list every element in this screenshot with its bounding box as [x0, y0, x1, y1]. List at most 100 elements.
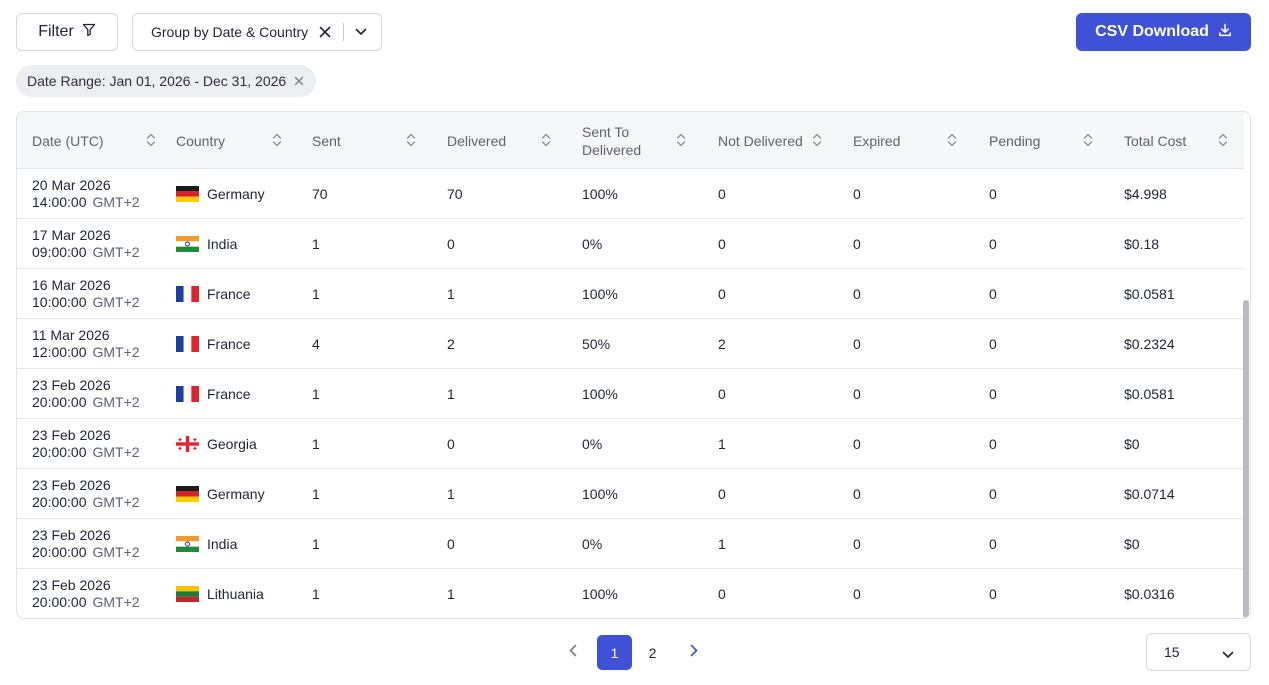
cell-not-delivered: 1 — [718, 536, 726, 552]
cell-sent-to-delivered: 100% — [582, 586, 618, 602]
cell-delivered: 0 — [447, 436, 455, 452]
cell-country: India — [176, 519, 282, 569]
sort-icon[interactable] — [676, 132, 686, 148]
time-line: 09:00:00 GMT+2 — [32, 244, 140, 261]
time-value: 20:00:00 — [32, 544, 87, 560]
filter-button-label: Filter — [38, 23, 74, 40]
cell-total-cost: $0.0316 — [1124, 586, 1175, 602]
sort-icon[interactable] — [1218, 132, 1228, 148]
cell-pending: 0 — [989, 186, 997, 202]
cell-total-cost: $0.0714 — [1124, 486, 1175, 502]
cell-pending: 0 — [989, 486, 997, 502]
time-value: 20:00:00 — [32, 444, 87, 460]
cell-sent-to-delivered: 100% — [582, 386, 618, 402]
sort-icon[interactable] — [146, 132, 156, 148]
timezone-label: GMT+2 — [92, 194, 140, 210]
date-value: 23 Feb 2026 — [32, 527, 111, 543]
cell-sent: 1 — [312, 286, 320, 302]
cell-not-delivered: 2 — [718, 336, 726, 352]
cell-not-delivered: 1 — [718, 436, 726, 452]
toolbar: Filter Group by Date & Country CSV Downl… — [16, 13, 1251, 51]
date-value: 23 Feb 2026 — [32, 377, 111, 393]
page-1-button[interactable]: 1 — [597, 635, 632, 670]
column-header-sent[interactable]: Sent — [312, 112, 416, 169]
per-page-select[interactable]: 15 — [1146, 633, 1251, 671]
column-header-total-cost[interactable]: Total Cost — [1124, 112, 1228, 169]
sort-icon[interactable] — [947, 132, 957, 148]
cell-delivered: 1 — [447, 486, 455, 502]
country-name: Germany — [207, 186, 265, 202]
column-header-country[interactable]: Country — [176, 112, 282, 169]
time-value: 10:00:00 — [32, 294, 87, 310]
cell-country: France — [176, 269, 282, 319]
time-value: 09:00:00 — [32, 244, 87, 260]
column-header-label: Not Delivered — [718, 132, 803, 149]
cell-delivered: 1 — [447, 586, 455, 602]
csv-download-label: CSV Download — [1095, 23, 1209, 40]
chevron-down-icon[interactable] — [354, 28, 368, 36]
cell-not-delivered: 0 — [718, 186, 726, 202]
page-2-button[interactable]: 2 — [648, 644, 657, 661]
column-header-sent-to-delivered[interactable]: Sent To Delivered — [582, 112, 686, 169]
cell-date: 16 Mar 2026 10:00:00 GMT+2 — [32, 269, 156, 319]
time-value: 20:00:00 — [32, 494, 87, 510]
country-name: Germany — [207, 486, 265, 502]
clear-group-icon[interactable] — [317, 26, 333, 38]
cell-expired: 0 — [853, 486, 861, 502]
date-value: 16 Mar 2026 — [32, 277, 111, 293]
cell-sent-to-delivered: 0% — [582, 536, 603, 552]
cell-date: 23 Feb 2026 20:00:00 GMT+2 — [32, 419, 156, 469]
table-row: 17 Mar 2026 09:00:00 GMT+2 India 1 0 0% 0 0 0 $0.1… — [17, 219, 1244, 269]
remove-filter-icon[interactable] — [294, 73, 304, 89]
cell-sent: 1 — [312, 536, 320, 552]
column-header-delivered[interactable]: Delivered — [447, 112, 551, 169]
sort-icon[interactable] — [406, 132, 416, 148]
sort-icon[interactable] — [1083, 132, 1093, 148]
filter-button[interactable]: Filter — [16, 13, 118, 51]
group-by-select[interactable]: Group by Date & Country — [132, 13, 382, 51]
date-value: 23 Feb 2026 — [32, 427, 111, 443]
table-row: 23 Feb 2026 20:00:00 GMT+2 Lithuania 1 1 100% 0… — [17, 569, 1244, 618]
timezone-label: GMT+2 — [92, 344, 140, 360]
column-header-pending[interactable]: Pending — [989, 112, 1093, 169]
sort-icon[interactable] — [541, 132, 551, 148]
cell-date: 20 Mar 2026 14:00:00 GMT+2 — [32, 169, 156, 219]
column-header-label: Sent To Delivered — [582, 123, 642, 158]
france-flag-icon — [176, 336, 199, 352]
next-page-button[interactable] — [676, 635, 712, 671]
cell-expired: 0 — [853, 386, 861, 402]
csv-download-button[interactable]: CSV Download — [1076, 13, 1251, 51]
cell-sent-to-delivered: 50% — [582, 336, 611, 352]
time-line: 20:00:00 GMT+2 — [32, 594, 140, 611]
time-value: 20:00:00 — [32, 394, 87, 410]
sort-icon[interactable] — [812, 132, 822, 148]
chevron-down-icon — [1222, 646, 1234, 662]
cell-sent: 4 — [312, 336, 320, 352]
cell-expired: 0 — [853, 336, 861, 352]
time-line: 10:00:00 GMT+2 — [32, 294, 140, 311]
chevron-right-icon — [690, 644, 698, 662]
cell-pending: 0 — [989, 536, 997, 552]
prev-page-button[interactable] — [555, 635, 591, 671]
report-table: Date (UTC) Country Sent Delivered Sent To De… — [16, 111, 1251, 619]
column-header-expired[interactable]: Expired — [853, 112, 957, 169]
cell-date: 23 Feb 2026 20:00:00 GMT+2 — [32, 569, 156, 618]
country-name: India — [207, 536, 238, 552]
per-page-value: 15 — [1164, 644, 1180, 660]
table-scrollbar[interactable] — [1243, 300, 1249, 618]
country-name: France — [207, 286, 251, 302]
table-row: 20 Mar 2026 14:00:00 GMT+2 Germany 70 70 100% 0… — [17, 169, 1244, 219]
france-flag-icon — [176, 286, 199, 302]
column-header-not-delivered[interactable]: Not Delivered — [718, 112, 822, 169]
pagination: 1 2 — [0, 635, 1269, 671]
sort-icon[interactable] — [272, 132, 282, 148]
table-body: 20 Mar 2026 14:00:00 GMT+2 Germany 70 70 100% 0… — [17, 169, 1244, 618]
cell-total-cost: $0.2324 — [1124, 336, 1175, 352]
cell-pending: 0 — [989, 236, 997, 252]
cell-pending: 0 — [989, 586, 997, 602]
cell-total-cost: $0.0581 — [1124, 286, 1175, 302]
cell-total-cost: $0 — [1124, 536, 1140, 552]
timezone-label: GMT+2 — [92, 494, 140, 510]
column-header-label: Delivered — [447, 132, 507, 149]
column-header-date[interactable]: Date (UTC) — [32, 112, 156, 169]
